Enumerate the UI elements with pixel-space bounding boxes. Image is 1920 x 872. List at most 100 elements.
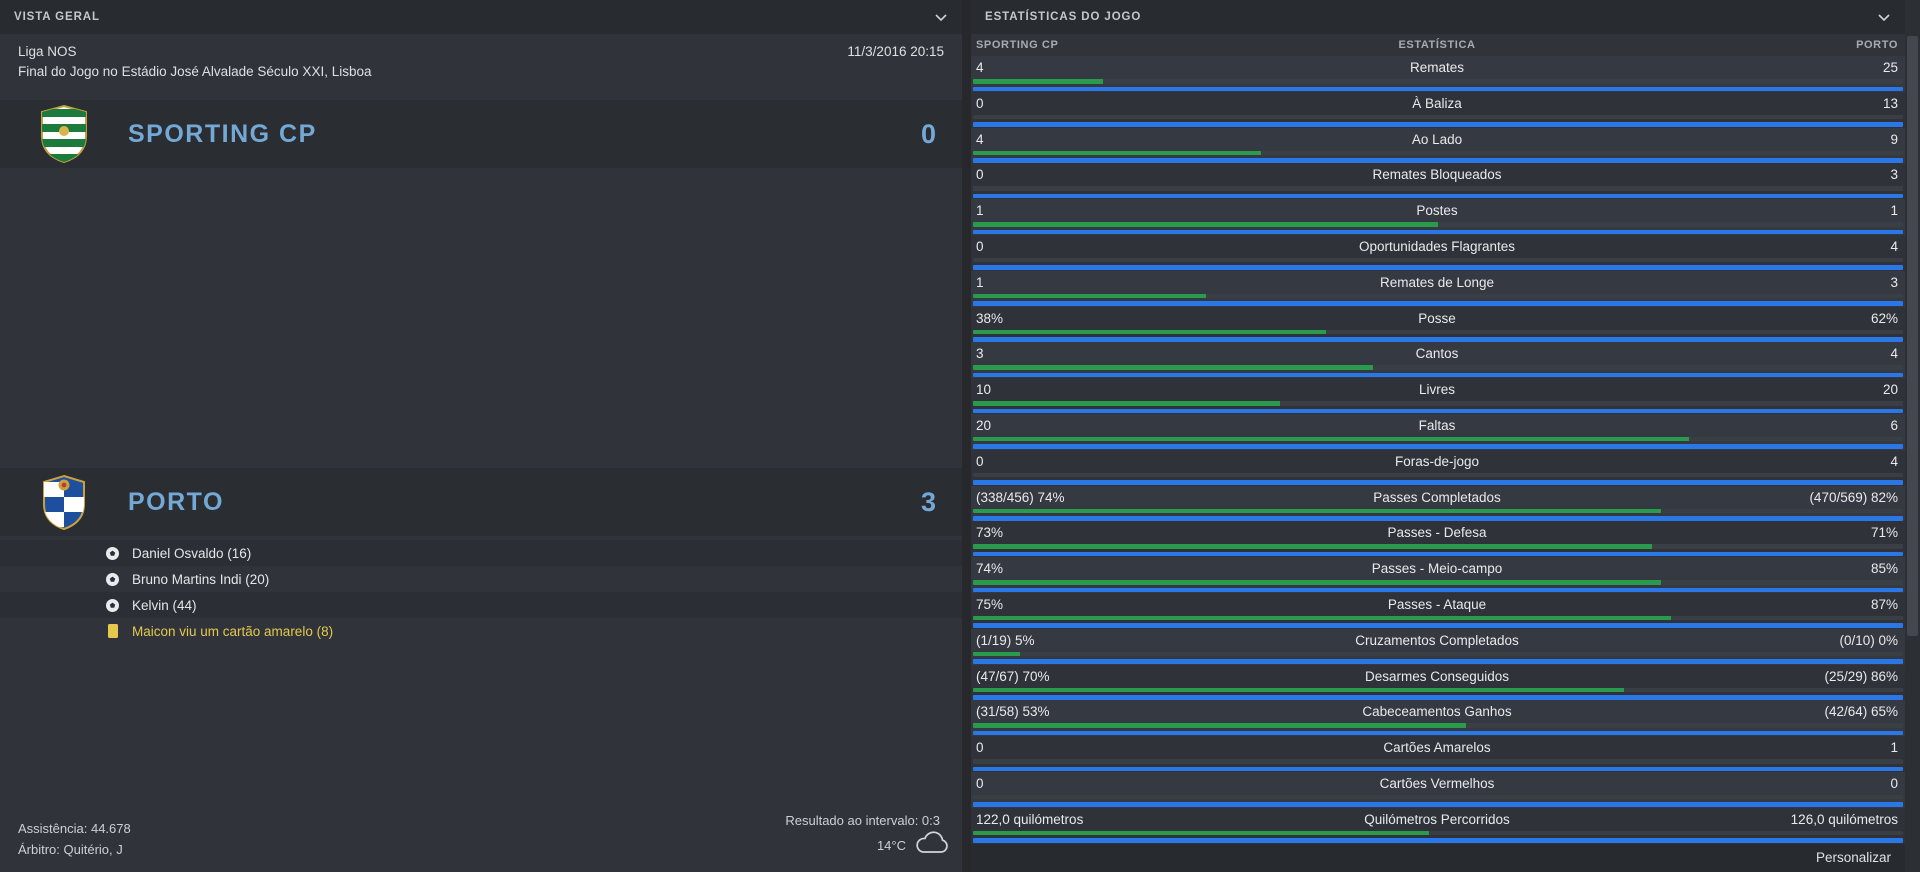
- away-stat-bar: [973, 587, 1903, 593]
- stat-row: 0 À Baliza 13: [971, 91, 1905, 128]
- stat-away-value: 126,0 quilómetros: [1790, 811, 1898, 827]
- stat-row: 0 Oportunidades Flagrantes 4: [971, 234, 1905, 271]
- away-team-score: 3: [920, 486, 936, 517]
- event-text: Maicon viu um cartão amarelo (8): [132, 623, 334, 639]
- event-text: Bruno Martins Indi (20): [132, 571, 270, 587]
- stat-away-value: 4: [1890, 238, 1898, 254]
- stat-row: 75% Passes - Ataque 87%: [971, 592, 1905, 629]
- stat-away-value: 0: [1890, 775, 1898, 791]
- home-stat-bar: [973, 615, 1903, 621]
- home-team-score: 0: [920, 118, 936, 149]
- stat-label: Remates Bloqueados: [1372, 167, 1502, 183]
- home-stat-bar: [973, 257, 1903, 263]
- home-stat-bar: [973, 794, 1903, 800]
- stat-label: Foras-de-jogo: [1394, 453, 1480, 469]
- chevron-down-icon[interactable]: [1877, 13, 1891, 22]
- home-stat-bar: [973, 580, 1903, 585]
- stat-row: (47/67) 70% Desarmes Conseguidos (25/29) 8…: [971, 664, 1905, 701]
- stat-away-value: (470/569) 82%: [1809, 489, 1898, 505]
- stat-row: 10 Livres 20: [971, 378, 1905, 414]
- away-stat-bar: [973, 766, 1903, 772]
- event-row[interactable]: Maicon viu um cartão amarelo (8): [0, 618, 962, 644]
- stat-away-value: 6: [1890, 417, 1898, 433]
- scrollbar-thumb[interactable]: [1907, 36, 1918, 636]
- stat-label: Ao Lado: [1411, 131, 1463, 147]
- home-stat-bar: [973, 436, 1903, 442]
- stats-panel: ESTATÍSTICAS DO JOGO SPORTING CP ESTATÍS…: [971, 0, 1905, 872]
- competition-link[interactable]: Liga NOS: [18, 44, 77, 59]
- stat-away-value: 4: [1890, 346, 1898, 362]
- stat-home-value: 0: [976, 95, 984, 111]
- stat-home-value: 4: [976, 60, 984, 75]
- temperature: 14°C: [876, 838, 906, 853]
- stat-away-value: 9: [1890, 131, 1898, 147]
- stat-home-value: 1: [976, 274, 984, 290]
- match-footer-left: Assistência: 44.678 Árbitro: Quitério, J: [18, 818, 131, 860]
- overview-panel-title: VISTA GERAL: [14, 11, 100, 23]
- event-row[interactable]: Bruno Martins Indi (20): [0, 566, 962, 592]
- scrollbar-track[interactable]: [1905, 0, 1920, 872]
- stat-home-value: 1: [976, 203, 984, 219]
- away-stat-bar: [973, 122, 1903, 127]
- stat-home-value: (47/67) 70%: [976, 668, 1050, 684]
- stat-label: Cartões Amarelos: [1383, 740, 1491, 756]
- overview-panel-header: VISTA GERAL: [0, 0, 962, 34]
- away-stat-bar: [973, 516, 1903, 521]
- away-stat-bar: [973, 623, 1903, 628]
- stat-row: 73% Passes - Defesa 71%: [971, 521, 1905, 558]
- halftime-score: Resultado ao intervalo: 0:3: [785, 813, 940, 828]
- stat-row: 122,0 quilómetros Quilómetros Percorridos…: [971, 807, 1905, 844]
- home-stat-bar: [973, 508, 1903, 514]
- stat-away-value: 1: [1890, 203, 1898, 219]
- away-stat-bar: [973, 337, 1903, 342]
- stat-label: Passes - Defesa: [1387, 525, 1487, 541]
- away-events-list: Daniel Osvaldo (16) Bruno Martins Indi (2…: [0, 540, 962, 644]
- stat-row: 20 Faltas 6: [971, 413, 1905, 450]
- stat-row: 1 Remates de Longe 3: [971, 270, 1905, 307]
- home-stat-bar: [973, 222, 1903, 227]
- stat-row: 0 Foras-de-jogo 4: [971, 449, 1905, 486]
- home-stat-bar: [973, 114, 1903, 120]
- stat-label: À Baliza: [1412, 95, 1462, 111]
- stat-away-value: 87%: [1870, 596, 1898, 612]
- stat-row: 0 Remates Bloqueados 3: [971, 163, 1905, 200]
- away-stat-bar: [973, 480, 1903, 485]
- away-stat-bar: [973, 158, 1903, 163]
- home-stat-bar: [973, 830, 1903, 836]
- stat-home-value: 74%: [976, 561, 1004, 577]
- stat-home-value: 75%: [976, 596, 1004, 612]
- away-stat-bar: [973, 444, 1903, 449]
- stat-home-value: 122,0 quilómetros: [976, 811, 1084, 827]
- away-team-name[interactable]: PORTO: [128, 487, 224, 516]
- stat-away-value: 13: [1882, 95, 1898, 111]
- personalizar-button[interactable]: Personalizar: [1815, 850, 1891, 866]
- football-icon: [104, 598, 121, 613]
- cloud-icon: [914, 830, 950, 862]
- stat-away-value: 3: [1890, 274, 1898, 290]
- stat-label: Cabeceamentos Ganhos: [1362, 704, 1512, 720]
- home-stat-bar: [973, 293, 1903, 299]
- event-row[interactable]: Kelvin (44): [0, 592, 962, 618]
- match-footer-right: Resultado ao intervalo: 0:3 14°C: [785, 813, 950, 862]
- stat-label: Desarmes Conseguidos: [1364, 668, 1510, 684]
- match-datetime: 11/3/2016 20:15: [847, 44, 944, 59]
- stat-row: 38% Posse 62%: [971, 306, 1905, 343]
- chevron-down-icon[interactable]: [934, 13, 948, 22]
- stat-home-value: 10: [976, 382, 992, 398]
- away-stat-bar: [973, 695, 1903, 700]
- stat-label: Cartões Vermelhos: [1379, 775, 1495, 791]
- event-row[interactable]: Daniel Osvaldo (16): [0, 540, 962, 566]
- stat-away-value: (25/29) 86%: [1824, 668, 1898, 684]
- stat-row: (1/19) 5% Cruzamentos Completados (0/10) 0…: [971, 628, 1905, 665]
- stat-away-value: 85%: [1870, 561, 1898, 577]
- stat-away-value: 25: [1882, 60, 1898, 75]
- overview-panel: VISTA GERAL Liga NOS 11/3/2016 20:15 Fin…: [0, 0, 962, 872]
- home-stat-bar: [973, 544, 1903, 549]
- col-statistic: ESTATÍSTICA: [1398, 39, 1476, 51]
- stat-row: 3 Cantos 4: [971, 342, 1905, 379]
- stat-away-value: 1: [1890, 740, 1898, 756]
- porto-badge: [36, 472, 92, 532]
- stats-rows: 4 Remates 25 0 À Baliza 13 4 Ao Lado 9 0 Remates B…: [971, 56, 1905, 844]
- home-team-name[interactable]: SPORTING CP: [128, 119, 317, 148]
- away-stat-bar: [973, 659, 1903, 664]
